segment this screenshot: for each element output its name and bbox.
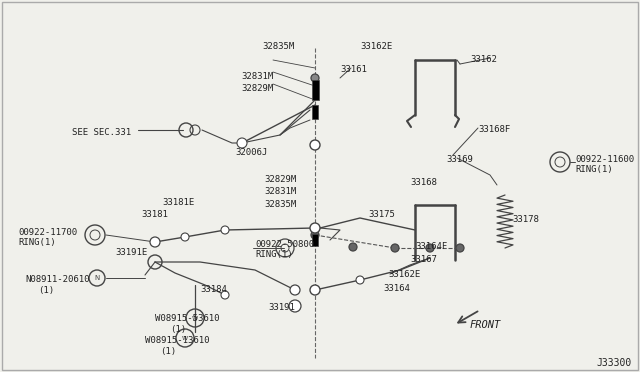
Text: 32006J: 32006J [235,148,268,157]
Text: N: N [94,275,100,281]
Circle shape [310,223,320,233]
Text: 33164: 33164 [383,284,410,293]
Text: 33181: 33181 [141,210,168,219]
Text: W: W [182,336,188,340]
Text: RING(1): RING(1) [575,165,612,174]
Text: (1): (1) [38,286,54,295]
Text: 32829M: 32829M [242,84,274,93]
Text: 00922-50800: 00922-50800 [255,240,314,249]
Text: J33300: J33300 [596,358,631,368]
Circle shape [391,244,399,252]
Text: 00922-11700: 00922-11700 [18,228,77,237]
Bar [312,80,319,100]
Text: 00922-11600: 00922-11600 [575,155,634,164]
Text: (1): (1) [170,325,186,334]
Text: FRONT: FRONT [470,320,501,330]
Text: 33162E: 33162E [388,270,420,279]
Text: 32831M: 32831M [242,72,274,81]
Text: 33168F: 33168F [478,125,510,134]
Text: 33161: 33161 [340,65,367,74]
Text: 33169: 33169 [446,155,473,164]
Circle shape [356,276,364,284]
Text: RING(1): RING(1) [255,250,292,259]
Circle shape [181,233,189,241]
Text: 33175: 33175 [368,210,395,219]
Text: (1): (1) [160,347,176,356]
Circle shape [311,74,319,82]
Text: SEE SEC.331: SEE SEC.331 [72,128,131,137]
Text: 33184: 33184 [200,285,227,294]
Text: 32829M: 32829M [265,175,297,184]
Circle shape [349,243,357,251]
Circle shape [310,140,320,150]
Circle shape [289,300,301,312]
Text: 33181E: 33181E [163,198,195,207]
Text: 33178: 33178 [512,215,539,224]
Circle shape [311,231,319,239]
Text: 33164F: 33164F [415,242,447,251]
Circle shape [426,244,434,252]
Circle shape [150,237,160,247]
Bar [312,105,318,119]
Circle shape [221,226,229,234]
Circle shape [290,285,300,295]
Circle shape [221,291,229,299]
Text: 32831M: 32831M [265,187,297,196]
Circle shape [456,244,464,252]
Text: 33162E: 33162E [360,42,392,51]
Text: N08911-20610: N08911-20610 [25,275,90,284]
Text: 33168: 33168 [410,178,437,187]
Text: 33167: 33167 [410,255,437,264]
Text: RING(1): RING(1) [18,238,56,247]
Text: W: W [192,315,198,321]
Circle shape [310,285,320,295]
Text: W08915-53610: W08915-53610 [155,314,220,323]
Text: 32835M: 32835M [263,42,295,51]
Bar [312,234,318,246]
Text: 33162: 33162 [470,55,497,64]
Text: 33191: 33191 [268,303,295,312]
Text: 33191E: 33191E [116,248,148,257]
Text: W08915-13610: W08915-13610 [145,336,209,345]
Text: 32835M: 32835M [265,200,297,209]
Circle shape [237,138,247,148]
